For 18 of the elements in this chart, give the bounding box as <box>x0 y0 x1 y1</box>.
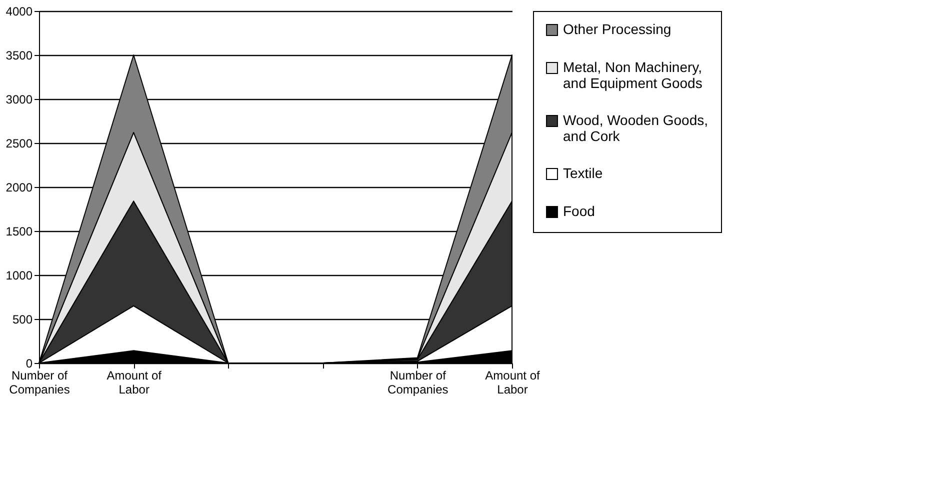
x-tick-label: Number of Companies <box>9 368 70 396</box>
legend-label: Wood, Wooden Goods, and Cork <box>563 112 708 144</box>
x-tick-label: Number of Companies <box>388 368 448 396</box>
y-tick-label: 1000 <box>6 268 33 282</box>
legend-label: Metal, Non Machinery, and Equipment Goods <box>563 59 702 91</box>
y-tick-label: 3500 <box>6 48 33 62</box>
y-tick-label: 4000 <box>6 4 33 18</box>
y-tick-label: 1500 <box>6 224 33 238</box>
x-tick-label: Amount of Labor <box>485 368 541 396</box>
legend-label: Other Processing <box>563 21 672 37</box>
x-tick-label: Amount of Labor <box>106 368 162 396</box>
y-tick-label: 0 <box>26 356 33 370</box>
y-tick-label: 2500 <box>6 136 33 150</box>
legend-label: Food <box>563 203 595 219</box>
y-tick-label: 2000 <box>6 180 33 194</box>
y-tick-label: 500 <box>12 312 33 326</box>
y-tick-label: 3000 <box>6 92 33 106</box>
legend-label: Textile <box>563 165 603 181</box>
